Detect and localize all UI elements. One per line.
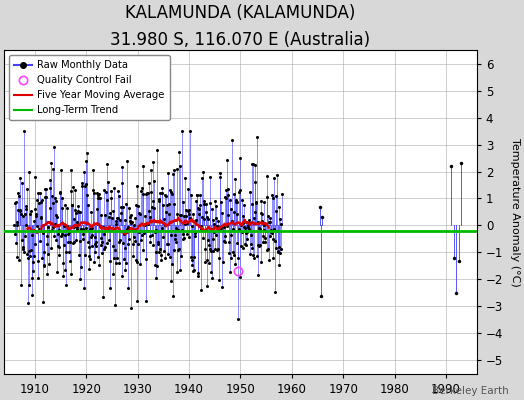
Legend: Raw Monthly Data, Quality Control Fail, Five Year Moving Average, Long-Term Tren: Raw Monthly Data, Quality Control Fail, …	[9, 55, 170, 120]
Text: Berkeley Earth: Berkeley Earth	[432, 386, 508, 396]
Y-axis label: Temperature Anomaly (°C): Temperature Anomaly (°C)	[510, 138, 520, 286]
Title: KALAMUNDA (KALAMUNDA)
31.980 S, 116.070 E (Australia): KALAMUNDA (KALAMUNDA) 31.980 S, 116.070 …	[111, 4, 370, 48]
